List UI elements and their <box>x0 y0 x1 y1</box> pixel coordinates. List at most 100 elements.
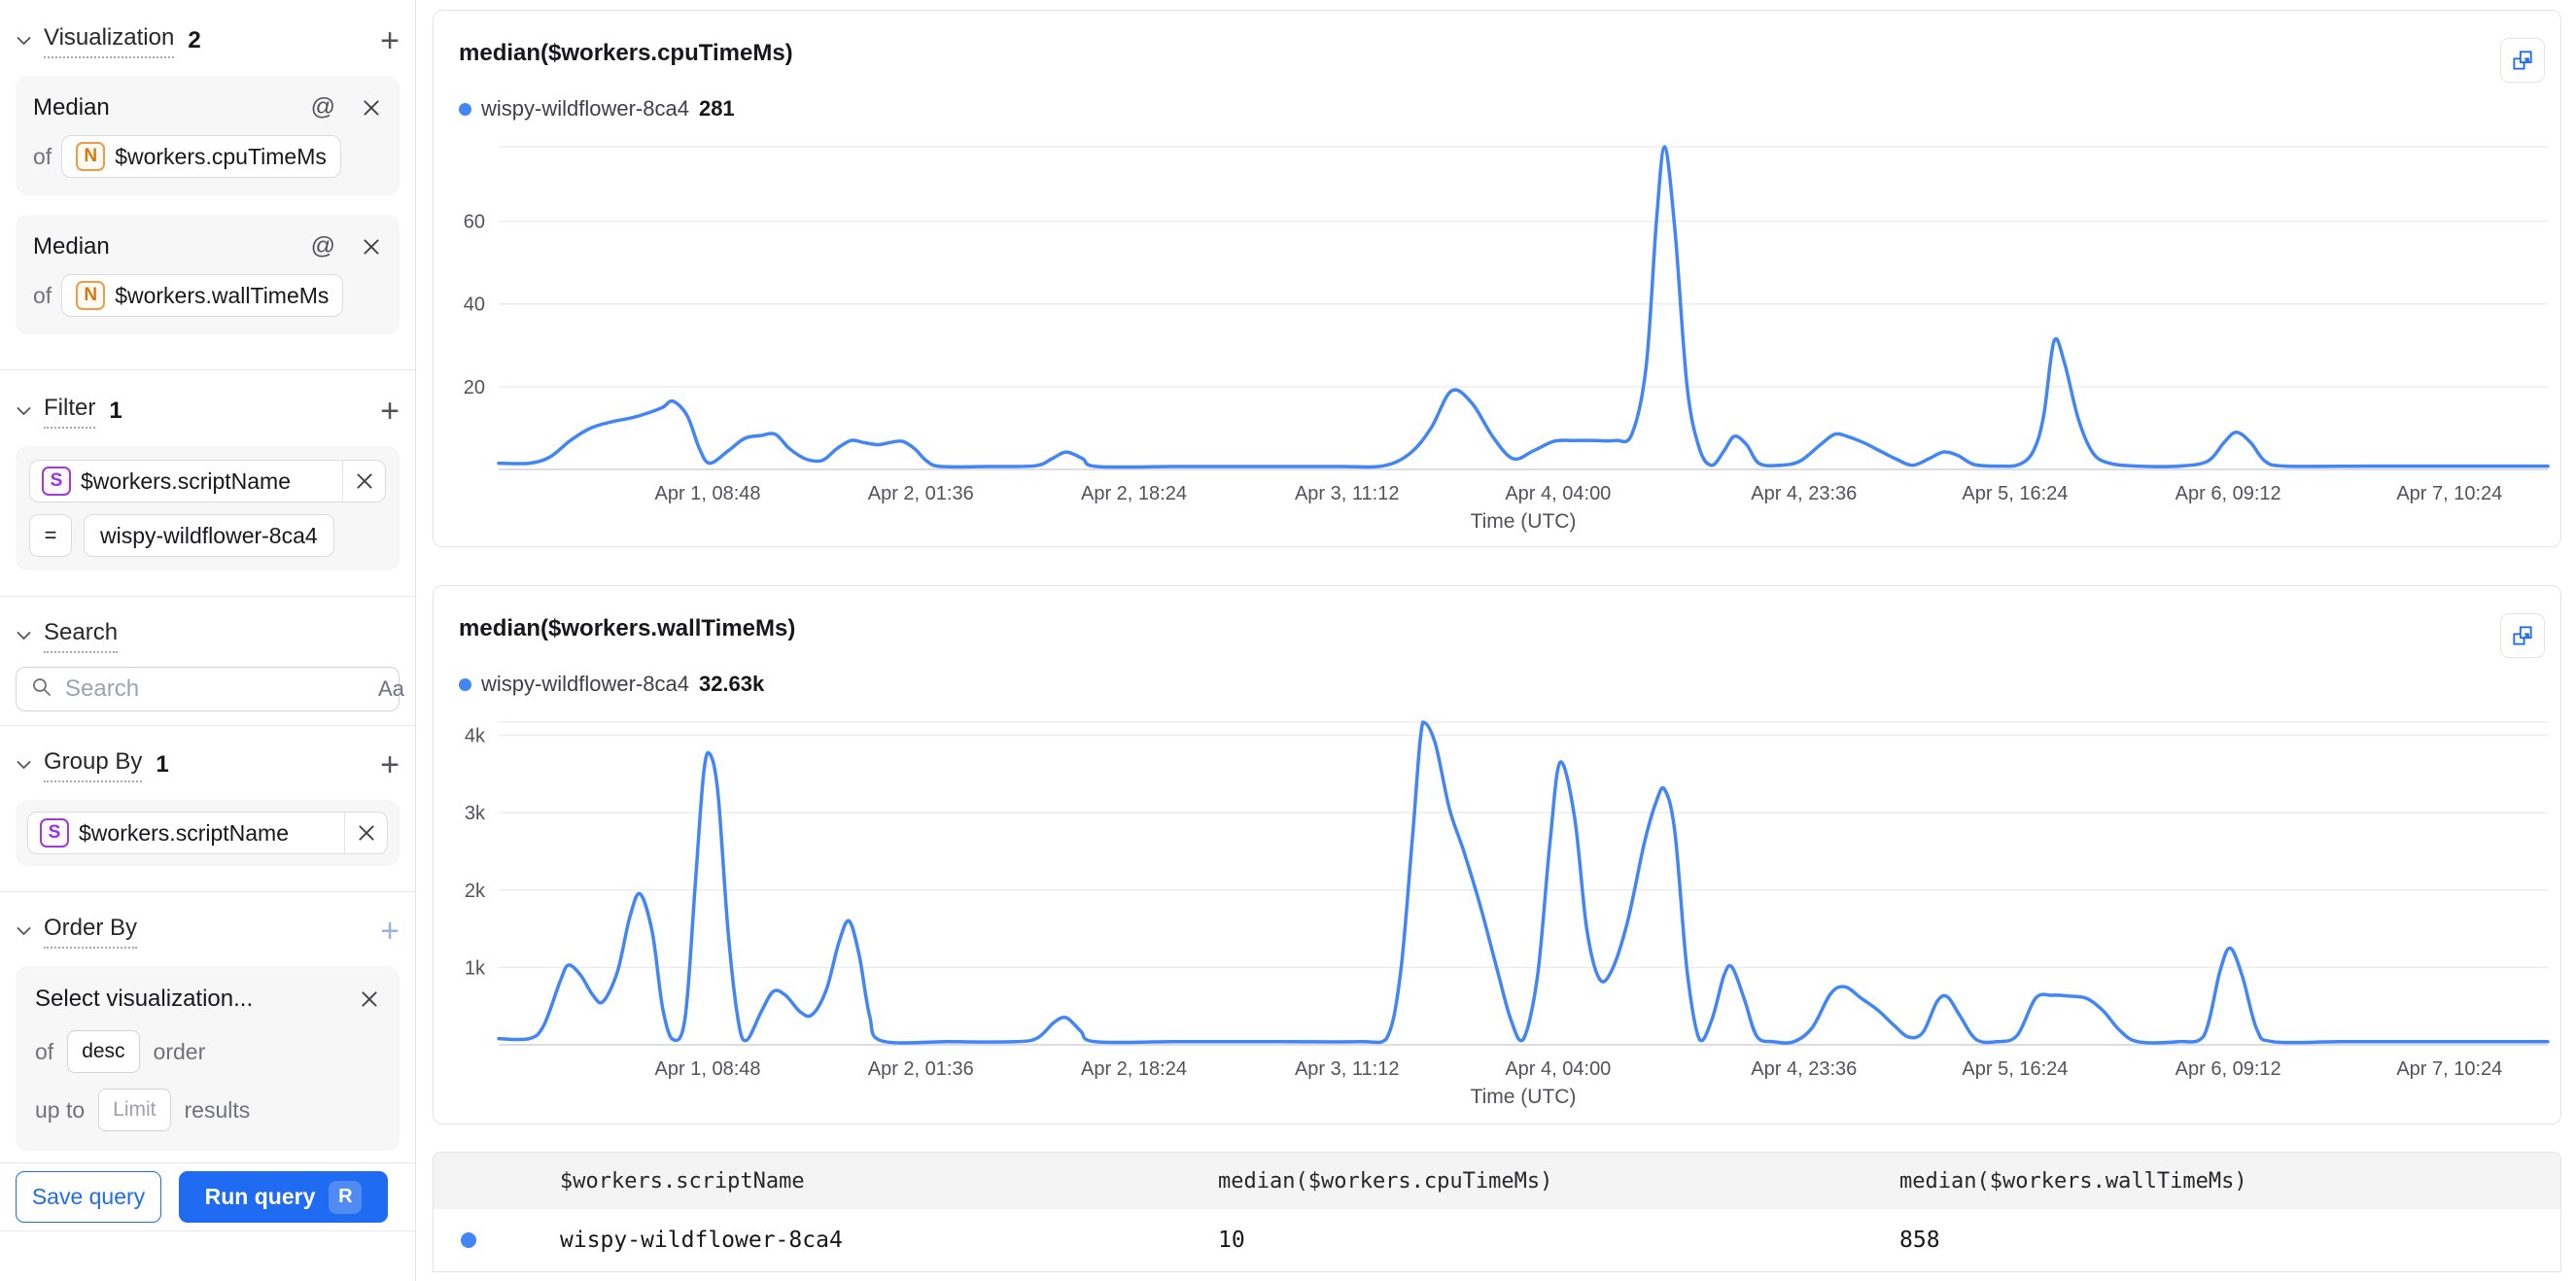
chevron-down-icon <box>16 404 32 418</box>
numeric-type-icon: N <box>76 281 106 310</box>
field-name: $workers.scriptName <box>79 819 289 846</box>
results-table-body: wispy-wildflower-8ca4 10 858 <box>434 1209 2560 1272</box>
series-value: 281 <box>698 96 735 121</box>
filter-operator-select[interactable]: = <box>29 514 72 557</box>
expand-icon <box>2513 51 2532 70</box>
group-by-field-select[interactable]: S $workers.scriptName <box>27 812 388 854</box>
of-label: of <box>33 143 52 169</box>
chart-title: median($workers.cpuTimeMs) <box>459 40 793 66</box>
x-axis-tick-label: Apr 4, 23:36 <box>1751 1058 1857 1080</box>
x-axis-tick-label: Apr 7, 10:24 <box>2396 1058 2502 1080</box>
search-input[interactable] <box>65 675 366 703</box>
results-table-header: $workers.scriptName median($workers.cpuTi… <box>434 1153 2560 1209</box>
x-axis-tick-label: Apr 3, 11:12 <box>1295 483 1399 504</box>
series-value: 32.63k <box>698 672 765 696</box>
x-axis-tick-label: Apr 1, 08:48 <box>655 483 761 504</box>
table-cell: wispy-wildflower-8ca4 <box>560 1228 843 1253</box>
y-axis-tick-label: 20 <box>464 377 485 398</box>
filter-section-header[interactable]: Filter 1 + <box>16 393 400 430</box>
visualization-fn-label: Median <box>33 93 110 121</box>
visualization-section-header[interactable]: Visualization 2 + <box>16 22 400 59</box>
section-divider <box>0 891 415 892</box>
series-name: wispy-wildflower-8ca4 <box>481 96 689 121</box>
y-axis-tick-label: 2k <box>465 881 486 902</box>
order-by-visualization-select[interactable]: Select visualization... <box>35 986 254 1012</box>
section-divider <box>0 1230 415 1231</box>
group-by-section-label: Group By <box>44 748 143 782</box>
add-order-by-button[interactable]: + <box>380 913 400 950</box>
x-axis-tick-label: Apr 2, 18:24 <box>1081 483 1187 504</box>
string-type-icon: S <box>42 467 71 496</box>
filter-card: S $workers.scriptName = wispy-wildflower… <box>16 446 400 571</box>
chevron-down-icon <box>16 34 32 48</box>
filter-section-label: Filter <box>44 395 96 429</box>
x-axis-tick-label: Apr 1, 08:48 <box>655 1058 761 1080</box>
section-divider <box>0 1162 415 1163</box>
expand-chart-button[interactable] <box>2500 613 2545 658</box>
table-column-header: $workers.scriptName <box>560 1168 805 1194</box>
x-axis-tick-label: Apr 4, 23:36 <box>1751 483 1857 504</box>
numeric-type-icon: N <box>76 142 106 171</box>
chart-legend: wispy-wildflower-8ca4 32.63k <box>459 672 764 697</box>
filter-field-select[interactable]: S $workers.scriptName <box>29 460 386 502</box>
match-case-icon[interactable]: Aa <box>378 676 404 701</box>
table-cell: 10 <box>1218 1228 1245 1253</box>
order-by-section-header[interactable]: Order By + <box>16 913 400 950</box>
section-divider <box>0 596 415 597</box>
x-axis-tick-label: Apr 7, 10:24 <box>2396 483 2502 504</box>
search-section-header[interactable]: Search <box>16 619 400 653</box>
section-divider <box>0 725 415 726</box>
visualization-fn-label: Median <box>33 232 110 260</box>
search-icon <box>30 675 53 704</box>
cpu-time-chart-card: 20 40 60 Apr 1, 08:48 Apr 2, 01:36 Apr 2, 18:… <box>433 10 2561 547</box>
visualization-field-select[interactable]: N $workers.wallTimeMs <box>61 274 344 317</box>
chevron-down-icon <box>16 629 32 642</box>
at-icon[interactable]: @ <box>310 93 335 121</box>
visualization-card: Median @ of N $workers.cpuTimeMs <box>16 76 400 195</box>
y-axis-tick-label: 60 <box>464 212 485 233</box>
close-icon[interactable] <box>361 97 382 119</box>
series-line <box>497 145 2550 469</box>
run-shortcut-badge: R <box>329 1180 363 1214</box>
order-by-card: Select visualization... of desc order up… <box>16 966 400 1151</box>
section-divider <box>0 369 415 370</box>
x-axis-title: Time (UTC) <box>1471 1086 1577 1108</box>
x-axis-tick-label: Apr 2, 01:36 <box>868 1058 974 1080</box>
close-icon[interactable] <box>359 988 380 1010</box>
run-query-button[interactable]: Run query R <box>179 1171 388 1223</box>
series-name: wispy-wildflower-8ca4 <box>481 672 689 696</box>
remove-group-by-icon[interactable] <box>344 813 387 853</box>
filter-value-select[interactable]: wispy-wildflower-8ca4 <box>84 514 334 557</box>
order-direction-select[interactable]: desc <box>67 1030 140 1073</box>
at-icon[interactable]: @ <box>310 232 335 260</box>
x-axis-title: Time (UTC) <box>1471 510 1577 533</box>
add-group-by-button[interactable]: + <box>380 746 400 783</box>
group-by-section-header[interactable]: Group By 1 + <box>16 746 400 783</box>
table-column-header: median($workers.wallTimeMs) <box>1899 1168 2247 1194</box>
x-axis-tick-label: Apr 5, 16:24 <box>1962 1058 2068 1080</box>
visualization-section-label: Visualization <box>44 24 175 58</box>
table-column-header: median($workers.cpuTimeMs) <box>1218 1168 1553 1194</box>
series-line <box>497 720 2550 1045</box>
close-icon[interactable] <box>361 236 382 258</box>
wall-time-line-chart: 1k 2k 3k 4k Apr 1, 08:48 Apr 2, 01:36 Apr 2, 1… <box>465 720 2550 1108</box>
limit-input[interactable]: Limit <box>98 1089 171 1131</box>
visualization-field-select[interactable]: N $workers.cpuTimeMs <box>61 135 341 178</box>
add-visualization-button[interactable]: + <box>380 22 400 59</box>
series-dot <box>459 677 471 691</box>
x-axis-tick-label: Apr 2, 01:36 <box>868 483 974 504</box>
remove-filter-icon[interactable] <box>342 461 385 502</box>
chevron-down-icon <box>16 758 32 772</box>
group-by-count: 1 <box>156 751 169 778</box>
chart-title: median($workers.wallTimeMs) <box>459 615 796 641</box>
order-label: order <box>153 1038 206 1064</box>
table-row[interactable]: wispy-wildflower-8ca4 10 858 <box>434 1209 2560 1272</box>
expand-chart-button[interactable] <box>2500 38 2545 83</box>
table-cell: 858 <box>1899 1228 1940 1253</box>
add-filter-button[interactable]: + <box>380 393 400 430</box>
of-label: of <box>33 282 52 308</box>
wall-time-chart-card: 1k 2k 3k 4k Apr 1, 08:48 Apr 2, 01:36 Apr 2, 1… <box>433 585 2561 1125</box>
save-query-button[interactable]: Save query <box>16 1171 161 1223</box>
y-axis-tick-label: 40 <box>464 294 485 316</box>
up-to-label: up to <box>35 1096 86 1123</box>
